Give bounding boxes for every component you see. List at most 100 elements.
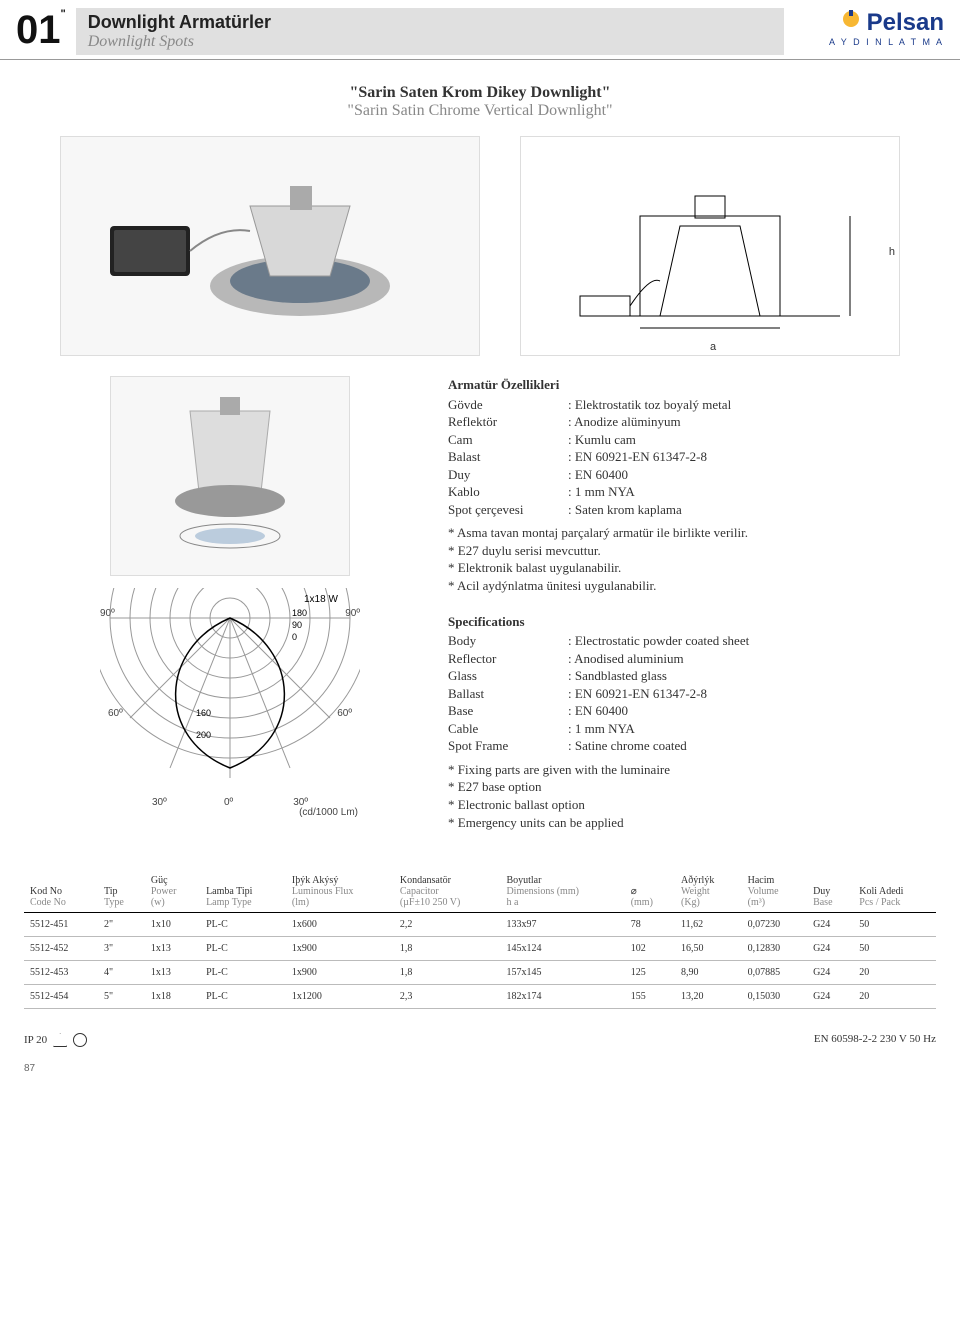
cell: 0,07230 [742,913,807,937]
tech-drawing: h a [520,136,900,356]
table-row: 5512-4534"1x13PL-C1x9001,8157x1451258,90… [24,961,936,985]
ip-rating: IP 20 [24,1033,87,1047]
spec-key: Spot Frame [448,737,568,755]
brand-logo: Pelsan A Y D I N L A T M A [784,8,944,47]
spec-key: Cable [448,720,568,738]
cell: 0,12830 [742,937,807,961]
col-header: HacimVolume(m³) [742,871,807,913]
subtitle-tr: "Sarin Saten Krom Dikey Downlight" [0,84,960,102]
spec-key: Base [448,702,568,720]
note-item: * Emergency units can be applied [448,814,920,832]
triangle-icon [53,1033,67,1047]
cell: 4" [98,961,145,985]
spec-val: : Elektrostatik toz boyalý metal [568,396,920,414]
spec-val: : Anodised aluminium [568,650,920,668]
subtitle-en: "Sarin Satin Chrome Vertical Downlight" [0,102,960,120]
spec-val: : Satine chrome coated [568,737,920,755]
angle-60r: 60º [337,708,352,719]
cell: 50 [853,937,936,961]
col-header: Koli AdediPcs / Pack [853,871,936,913]
chapter-sup: " [61,8,66,20]
left-column: 1x18 W 180 90 0 160 200 90º 90º 60º 60º … [40,376,420,831]
cell: G24 [807,937,853,961]
spec-key: Reflektör [448,413,568,431]
angle-0: 0º [224,797,233,808]
spec-val: : Anodize alüminyum [568,413,920,431]
col-header: Lamba TipiLamp Type [200,871,286,913]
spec-table: Kod NoCode NoTipTypeGüçPower(w)Lamba Tip… [24,871,936,1009]
spec-key: Glass [448,667,568,685]
cell: 5512-453 [24,961,98,985]
col-header: Kod NoCode No [24,871,98,913]
chapter-text: 01 [16,8,61,52]
title-tr: Downlight Armatürler [88,12,772,33]
cell: G24 [807,961,853,985]
tech-drawing-svg [540,156,880,336]
spec-val: : Kumlu cam [568,431,920,449]
downlight-illustration [90,156,450,336]
col-header: KondansatörCapacitor(µF±10 250 V) [394,871,501,913]
cell: 50 [853,913,936,937]
dim-a-label: a [710,341,716,353]
cell: 1x1200 [286,985,394,1009]
angle-90r: 90º [345,608,360,619]
spec-key: Reflector [448,650,568,668]
spec-key: Ballast [448,685,568,703]
spec-key: Gövde [448,396,568,414]
spec-val: : EN 60400 [568,466,920,484]
spec-key: Spot çerçevesi [448,501,568,519]
cell: 16,50 [675,937,742,961]
dim-h-label: h [889,246,895,258]
cell: 3" [98,937,145,961]
table-row: 5512-4523"1x13PL-C1x9001,8145x12410216,5… [24,937,936,961]
ip-text: IP 20 [24,1034,47,1046]
cell: 5512-452 [24,937,98,961]
spec-val: : 1 mm NYA [568,483,920,501]
specs-tr-rows: Gövde: Elektrostatik toz boyalý metalRef… [448,396,920,519]
cell: 2" [98,913,145,937]
cell: 1x600 [286,913,394,937]
cell: PL-C [200,937,286,961]
spec-key: Cam [448,431,568,449]
hero-image-row: h a [32,136,928,356]
svg-text:180: 180 [292,608,307,618]
spec-val: : EN 60921-EN 61347-2-8 [568,448,920,466]
table-row: 5512-4512"1x10PL-C1x6002,2133x977811,620… [24,913,936,937]
angle-90l: 90º [100,608,115,619]
cell: 125 [625,961,675,985]
spec-line: Glass: Sandblasted glass [448,667,920,685]
spec-key: Balast [448,448,568,466]
col-header: AðýrlýkWeight(Kg) [675,871,742,913]
title-box: Downlight Armatürler Downlight Spots [76,8,784,55]
note-item: * E27 base option [448,778,920,796]
lamp-icon [840,17,866,34]
spec-line: Spot Frame: Satine chrome coated [448,737,920,755]
spec-line: Ballast: EN 60921-EN 61347-2-8 [448,685,920,703]
table-body: 5512-4512"1x10PL-C1x6002,2133x977811,620… [24,913,936,1009]
specs-tr-head: Armatür Özellikleri [448,376,920,394]
spec-line: Cam: Kumlu cam [448,431,920,449]
spec-val: : 1 mm NYA [568,720,920,738]
cell: 2,3 [394,985,501,1009]
spec-val: : Electrostatic powder coated sheet [568,632,920,650]
standard-text: EN 60598-2-2 230 V 50 Hz [814,1033,936,1047]
cell: 157x145 [500,961,624,985]
polar-unit: (cd/1000 Lm) [299,807,358,818]
footer-row: IP 20 EN 60598-2-2 230 V 50 Hz [0,1025,960,1063]
cell: 8,90 [675,961,742,985]
specs-en-rows: Body: Electrostatic powder coated sheetR… [448,632,920,755]
product-subtitle: "Sarin Saten Krom Dikey Downlight" "Sari… [0,84,960,120]
cell: 78 [625,913,675,937]
spec-line: Reflektör: Anodize alüminyum [448,413,920,431]
cell: 1x13 [145,937,200,961]
cell: 133x97 [500,913,624,937]
spec-val: : EN 60400 [568,702,920,720]
spec-val: : EN 60921-EN 61347-2-8 [568,685,920,703]
cell: G24 [807,913,853,937]
note-item: * E27 duylu serisi mevcuttur. [448,542,920,560]
notes-en: * Fixing parts are given with the lumina… [448,761,920,831]
col-header: BoyutlarDimensions (mm)h a [500,871,624,913]
cell: 0,15030 [742,985,807,1009]
circle-icon [73,1033,87,1047]
svg-text:90: 90 [292,620,302,630]
